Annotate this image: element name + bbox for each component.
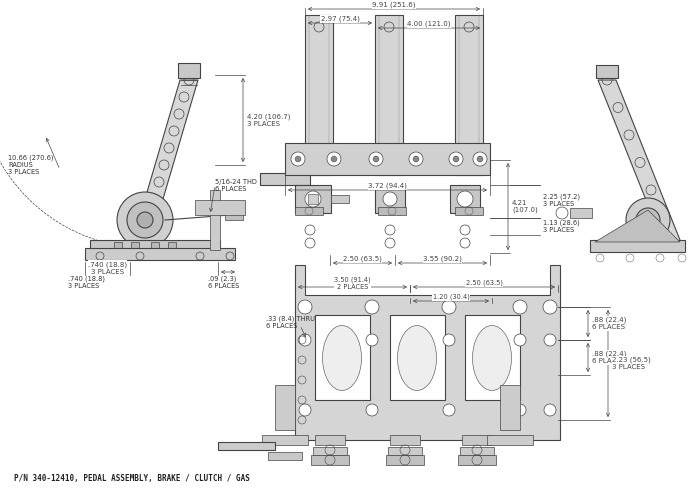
Bar <box>388 447 422 455</box>
Text: 3.72 (94.4): 3.72 (94.4) <box>368 183 407 189</box>
Bar <box>275 385 295 430</box>
Circle shape <box>409 152 423 166</box>
Text: 9.91 (251.6): 9.91 (251.6) <box>372 2 416 8</box>
Bar <box>465 315 520 400</box>
Text: 2.50 (63.5): 2.50 (63.5) <box>343 256 382 262</box>
Polygon shape <box>598 80 682 245</box>
Text: 1.20 (30.4): 1.20 (30.4) <box>433 294 470 300</box>
Circle shape <box>473 152 487 166</box>
Bar <box>218 442 275 450</box>
Text: 2.50 (63.5): 2.50 (63.5) <box>466 280 503 286</box>
Circle shape <box>443 404 455 416</box>
Bar <box>487 435 533 445</box>
Text: 2.23 (56.5)
3 PLACES: 2.23 (56.5) 3 PLACES <box>612 357 651 370</box>
Polygon shape <box>130 80 198 250</box>
Bar <box>315 315 370 400</box>
Bar <box>596 65 618 78</box>
Text: 5/16-24 THD
6 PLACES: 5/16-24 THD 6 PLACES <box>215 179 257 191</box>
Bar <box>210 190 220 250</box>
Bar <box>455 207 483 215</box>
Circle shape <box>327 152 341 166</box>
Bar <box>85 248 235 260</box>
Circle shape <box>413 156 419 162</box>
Bar <box>305 15 333 175</box>
Bar <box>168 242 176 250</box>
Circle shape <box>514 334 526 346</box>
Circle shape <box>543 300 557 314</box>
Circle shape <box>295 156 301 162</box>
Bar <box>260 173 310 185</box>
Bar <box>151 242 159 250</box>
Ellipse shape <box>323 326 361 390</box>
Circle shape <box>442 300 456 314</box>
Text: 4.00 (121.0): 4.00 (121.0) <box>407 21 451 27</box>
Circle shape <box>457 191 473 207</box>
Bar <box>285 143 490 175</box>
Circle shape <box>299 334 311 346</box>
Bar <box>590 240 685 252</box>
Circle shape <box>365 300 379 314</box>
Bar <box>315 435 345 445</box>
Circle shape <box>127 202 163 238</box>
Bar <box>131 242 139 250</box>
Bar <box>460 447 494 455</box>
Circle shape <box>643 215 653 225</box>
Circle shape <box>366 334 378 346</box>
Bar <box>458 455 496 465</box>
Circle shape <box>513 300 527 314</box>
Bar <box>178 63 200 78</box>
Circle shape <box>331 156 337 162</box>
Polygon shape <box>295 265 560 440</box>
Bar <box>386 455 424 465</box>
Bar <box>331 195 349 203</box>
Circle shape <box>298 300 312 314</box>
Bar <box>378 207 406 215</box>
Bar <box>308 194 318 204</box>
Circle shape <box>117 192 173 248</box>
Text: .88 (22.4)
6 PLACES: .88 (22.4) 6 PLACES <box>592 351 626 364</box>
Polygon shape <box>90 240 220 255</box>
Circle shape <box>477 156 483 162</box>
Ellipse shape <box>398 326 437 390</box>
Bar <box>570 208 592 218</box>
Bar <box>390 435 420 445</box>
Text: .88 (22.4)
6 PLACES: .88 (22.4) 6 PLACES <box>592 317 626 330</box>
Polygon shape <box>595 210 680 242</box>
Bar <box>455 15 483 175</box>
Bar <box>268 452 302 460</box>
Circle shape <box>443 334 455 346</box>
Text: .33 (8.4) THRU
6 PLACES: .33 (8.4) THRU 6 PLACES <box>266 315 315 329</box>
Text: 3.55 (90.2): 3.55 (90.2) <box>423 256 462 262</box>
Text: P/N 340-12410, PEDAL ASSEMBLY, BRAKE / CLUTCH / GAS: P/N 340-12410, PEDAL ASSEMBLY, BRAKE / C… <box>14 473 250 483</box>
Circle shape <box>305 191 321 207</box>
Circle shape <box>291 152 305 166</box>
Bar <box>225 210 243 220</box>
Circle shape <box>299 404 311 416</box>
Circle shape <box>373 156 379 162</box>
Text: 2.97 (75.4): 2.97 (75.4) <box>321 16 359 22</box>
Bar <box>114 242 122 250</box>
Bar <box>450 185 480 213</box>
Circle shape <box>453 156 459 162</box>
Text: 4.21
(107.0): 4.21 (107.0) <box>512 200 538 213</box>
Text: 3.50 (91.4)
2 PLACES: 3.50 (91.4) 2 PLACES <box>334 276 371 290</box>
Text: .740 (18.8)
3 PLACES: .740 (18.8) 3 PLACES <box>68 275 105 289</box>
Bar <box>195 200 245 215</box>
Bar <box>500 385 520 430</box>
Bar <box>390 315 445 400</box>
Circle shape <box>369 152 383 166</box>
Circle shape <box>626 198 670 242</box>
Circle shape <box>544 404 556 416</box>
Circle shape <box>544 334 556 346</box>
Text: .09 (2.3)
6 PLACES: .09 (2.3) 6 PLACES <box>208 275 239 289</box>
Text: 10.66 (270.6)
RADIUS
3 PLACES: 10.66 (270.6) RADIUS 3 PLACES <box>8 155 53 175</box>
Text: .740 (18.8)
3 PLACES: .740 (18.8) 3 PLACES <box>88 261 127 275</box>
Bar <box>311 455 349 465</box>
Bar <box>262 435 308 445</box>
Text: 4.20 (106.7)
3 PLACES: 4.20 (106.7) 3 PLACES <box>247 113 290 127</box>
Circle shape <box>137 212 153 228</box>
Ellipse shape <box>473 326 512 390</box>
Bar <box>295 185 331 213</box>
Circle shape <box>366 404 378 416</box>
Circle shape <box>514 404 526 416</box>
